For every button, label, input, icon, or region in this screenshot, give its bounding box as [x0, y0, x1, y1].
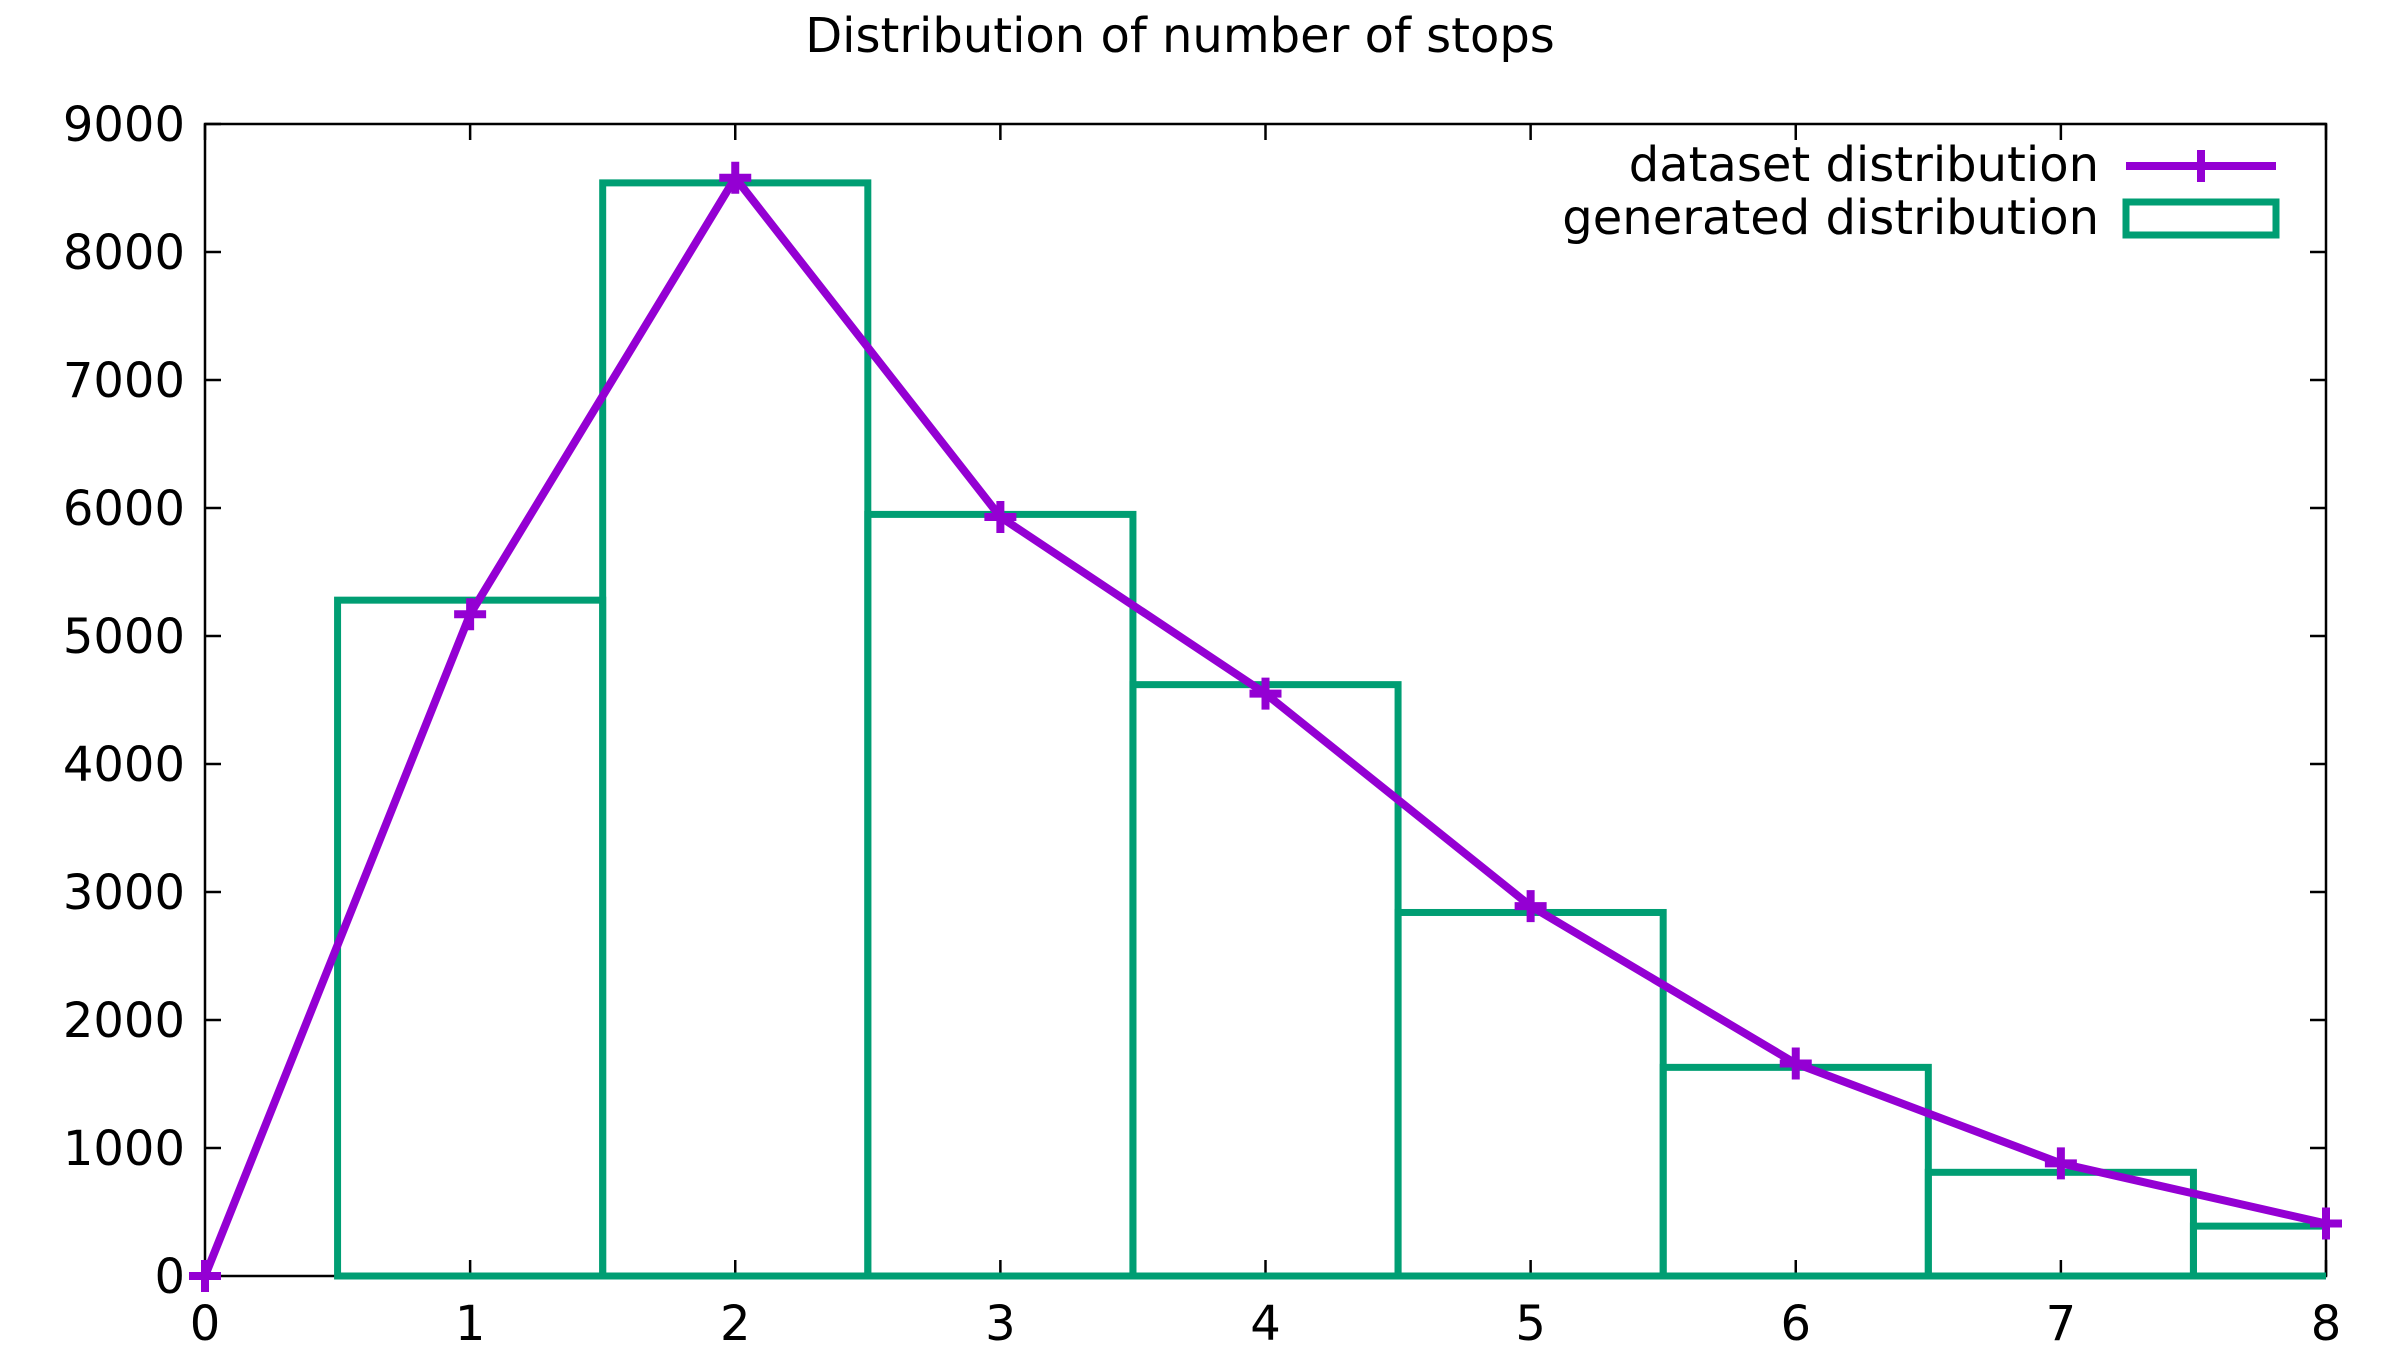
x-tick-label: 3 — [985, 1296, 1016, 1352]
x-tick-label: 4 — [1250, 1296, 1281, 1352]
y-tick-label: 0 — [154, 1249, 185, 1305]
legend-box-sample — [2122, 198, 2280, 239]
histogram-bar — [334, 596, 607, 1280]
y-tick-label: 7000 — [63, 353, 185, 409]
y-tick-label: 8000 — [63, 225, 185, 281]
x-tick-label: 1 — [455, 1296, 486, 1352]
legend-label-generated: generated distribution — [1562, 190, 2099, 246]
y-tick-label: 5000 — [63, 609, 185, 665]
legend-label-dataset: dataset distribution — [1629, 137, 2099, 193]
y-tick-label: 6000 — [63, 481, 185, 537]
x-tick-label: 7 — [2046, 1296, 2077, 1352]
x-tick-label: 2 — [720, 1296, 751, 1352]
x-tick-label: 0 — [190, 1296, 221, 1352]
histogram-bar — [1394, 908, 1667, 1280]
chart-title: Distribution of number of stops — [805, 8, 1555, 64]
y-tick-label: 3000 — [63, 865, 185, 921]
histogram-bar-clipped — [2189, 1222, 2326, 1280]
dataset-line — [201, 173, 2327, 1278]
y-tick-label: 2000 — [63, 993, 185, 1049]
histogram-bar — [1129, 681, 1402, 1280]
x-tick-label: 5 — [1515, 1296, 1546, 1352]
x-tick-label: 8 — [2311, 1296, 2342, 1352]
y-tick-label: 1000 — [63, 1121, 185, 1177]
histogram-bar — [864, 510, 1137, 1280]
histogram-bar — [599, 179, 872, 1280]
y-tick-label: 9000 — [63, 97, 185, 153]
x-tick-label: 6 — [1780, 1296, 1811, 1352]
y-tick-label: 4000 — [63, 737, 185, 793]
